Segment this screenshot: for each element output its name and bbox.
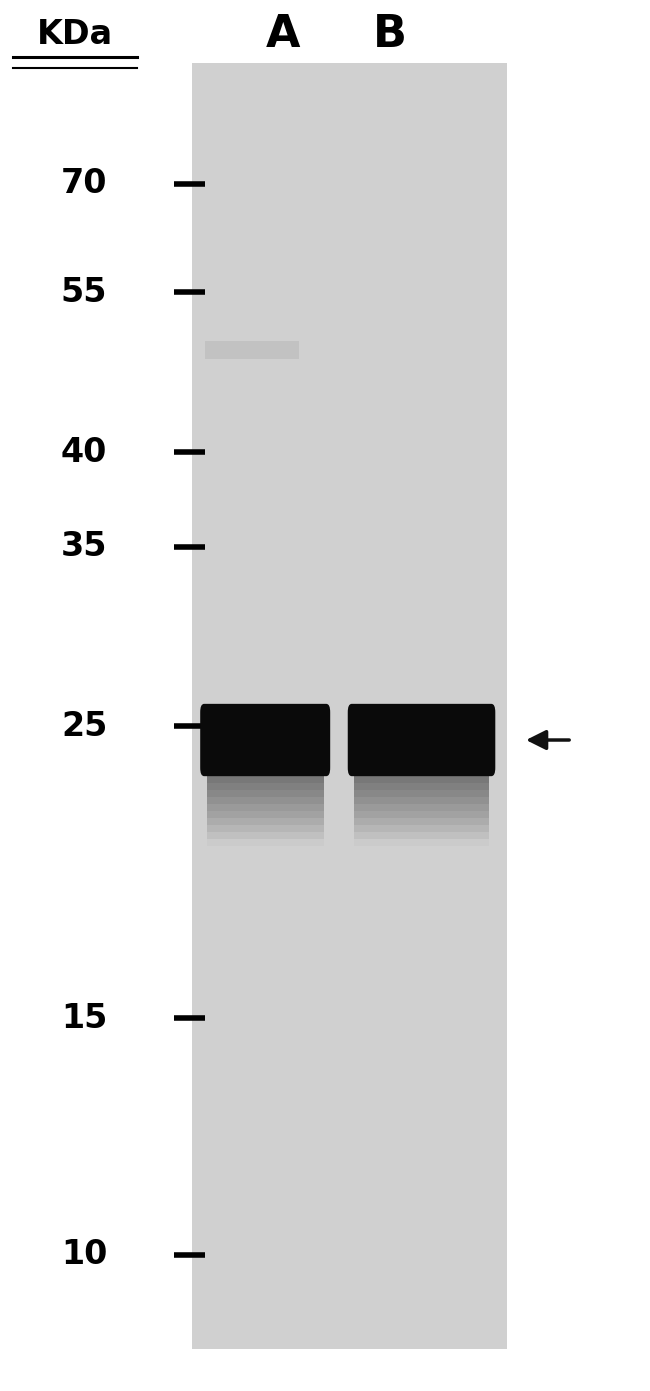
Bar [207, 804, 324, 818]
Text: 70: 70 [60, 167, 107, 200]
Text: A: A [265, 14, 300, 56]
Bar [207, 797, 324, 811]
Bar [354, 832, 489, 846]
Bar [207, 818, 324, 832]
Bar [205, 341, 299, 359]
Bar [207, 832, 324, 846]
Text: 15: 15 [61, 1002, 107, 1035]
FancyBboxPatch shape [348, 704, 495, 776]
Bar [354, 818, 489, 832]
Text: B: B [373, 14, 407, 56]
Bar [207, 790, 324, 804]
Text: 25: 25 [61, 709, 107, 743]
Bar [354, 776, 489, 790]
Bar [207, 769, 324, 783]
Bar [354, 783, 489, 797]
Text: 40: 40 [61, 435, 107, 469]
Bar [354, 797, 489, 811]
Bar [354, 825, 489, 839]
Bar [354, 769, 489, 783]
Bar [207, 783, 324, 797]
Text: 35: 35 [60, 530, 107, 563]
Bar [207, 776, 324, 790]
Text: 55: 55 [60, 275, 107, 309]
Bar [354, 790, 489, 804]
Bar [207, 811, 324, 825]
Bar [354, 811, 489, 825]
FancyBboxPatch shape [200, 704, 330, 776]
Text: 10: 10 [61, 1238, 107, 1271]
Bar [354, 804, 489, 818]
Bar [192, 63, 507, 1349]
Text: KDa: KDa [36, 18, 113, 51]
Bar [207, 825, 324, 839]
